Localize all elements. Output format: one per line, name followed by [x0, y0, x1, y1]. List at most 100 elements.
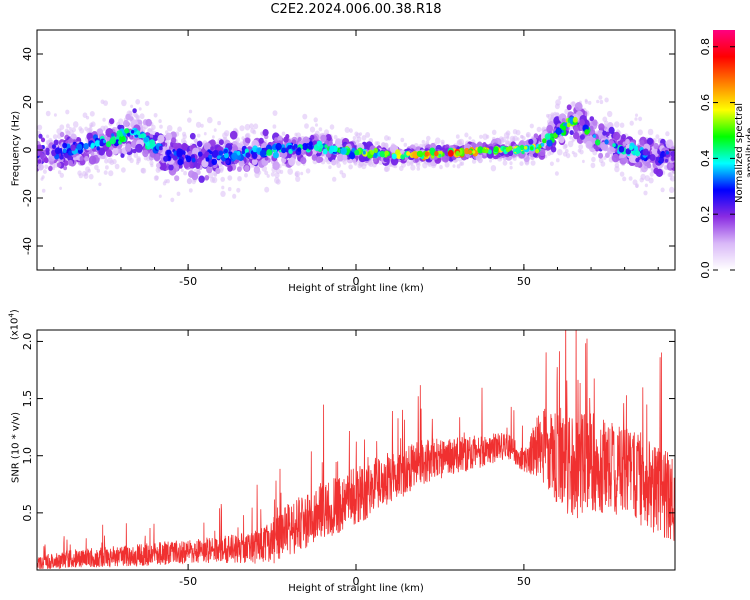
- spectrogram-cell: [197, 141, 203, 147]
- spectrogram-cell: [335, 138, 342, 147]
- spectrogram-cell: [52, 134, 58, 140]
- spectrogram-cell: [557, 149, 563, 156]
- spectrogram-cell: [168, 164, 174, 171]
- spectrogram-cell: [117, 124, 122, 130]
- spectrogram-cell: [539, 148, 546, 157]
- spectrogram-cell: [251, 152, 258, 159]
- spectrogram-cell: [562, 144, 567, 150]
- spectrogram-cell: [487, 149, 492, 155]
- spectrogram-cell: [612, 143, 616, 148]
- spectrogram-cell: [130, 104, 134, 109]
- spectrogram-cell: [231, 152, 238, 160]
- spectrogram-cell: [85, 115, 90, 120]
- spectrogram-cell: [191, 172, 199, 181]
- spectrogram-cell: [598, 152, 604, 159]
- spectrogram-cell: [275, 142, 282, 151]
- spectrogram-cell: [129, 116, 134, 122]
- spectrogram-cell: [195, 121, 202, 128]
- spectrogram-cell: [340, 147, 347, 155]
- spectrogram-cell: [274, 137, 279, 143]
- spectrogram-cell: [622, 176, 627, 182]
- spectrogram-cell: [605, 131, 610, 137]
- spectrogram-cell: [592, 134, 597, 139]
- spectrogram-cell: [502, 160, 508, 166]
- spectrogram-cell: [88, 127, 93, 133]
- spectrogram-cell: [159, 124, 163, 129]
- snr-ytick-label: 1.5: [21, 390, 34, 408]
- spectrogram-cell: [156, 162, 161, 169]
- spectrogram-cell: [237, 176, 242, 182]
- spectrogram-cell: [519, 161, 524, 167]
- spectrogram-cell: [352, 136, 357, 140]
- spectrogram-cell: [212, 135, 215, 139]
- spectrogram-ytick-label: -20: [21, 189, 34, 207]
- spectrogram-cell: [425, 140, 430, 145]
- spectrogram-cell: [584, 129, 590, 135]
- spectrogram-cell: [157, 134, 165, 143]
- spectrogram-xtick-label: 50: [517, 275, 531, 288]
- spectrogram-cell: [59, 172, 64, 178]
- spectrogram-cell: [318, 127, 323, 132]
- spectrogram-cell: [38, 133, 43, 139]
- spectrogram-cell: [90, 151, 95, 157]
- spectrogram-cell: [140, 133, 144, 138]
- spectrogram-cell: [71, 127, 77, 133]
- spectrogram-cell: [447, 149, 454, 157]
- spectrogram-cell: [281, 147, 287, 154]
- spectrogram-cell: [300, 157, 307, 165]
- spectrogram-cell: [467, 149, 473, 155]
- spectrogram-cell: [211, 158, 218, 165]
- spectrogram-cell: [604, 139, 609, 145]
- spectrogram-cell: [147, 128, 152, 133]
- spectrogram-cell: [665, 139, 674, 149]
- spectrogram-cell: [596, 99, 600, 104]
- spectrogram-cell: [426, 135, 431, 141]
- spectrogram-cell: [592, 119, 598, 126]
- spectrogram-cell: [549, 161, 554, 167]
- spectrogram-cell: [383, 142, 389, 149]
- spectrogram-cell: [258, 137, 264, 144]
- spectrogram-cell: [505, 146, 511, 153]
- spectrogram-cell: [163, 155, 169, 162]
- spectrogram-cell: [177, 126, 183, 132]
- spectrogram-cell: [519, 134, 524, 139]
- spectrogram-cell: [206, 165, 213, 174]
- spectrogram-cell: [218, 139, 224, 146]
- spectrogram-cell: [637, 129, 643, 136]
- spectrogram-cell: [212, 149, 219, 157]
- spectrogram-cell: [579, 119, 585, 126]
- spectrogram-cell: [237, 166, 242, 172]
- spectrogram-cell: [264, 170, 269, 176]
- snr-xtick-label: 50: [517, 575, 531, 588]
- spectrogram-cell: [572, 116, 578, 123]
- spectrogram-cell: [665, 131, 670, 137]
- spectrogram-cell: [515, 147, 522, 154]
- spectrogram-cell: [96, 146, 100, 151]
- spectrogram-cell: [53, 113, 57, 117]
- spectrogram-cell: [591, 156, 596, 163]
- spectrogram-cell: [287, 145, 291, 150]
- spectrogram-cell: [266, 174, 270, 178]
- spectrogram-cell: [588, 100, 592, 105]
- spectrogram-cell: [220, 176, 225, 182]
- spectrogram-cell: [260, 131, 264, 136]
- spectrogram-cell: [328, 140, 333, 146]
- spectrogram-cell: [529, 123, 534, 129]
- spectrogram-cell: [387, 136, 391, 141]
- spectrogram-cell: [505, 130, 511, 136]
- spectrogram-cell: [211, 176, 218, 184]
- spectrogram-cell: [573, 152, 578, 158]
- spectrogram-cell: [140, 167, 145, 174]
- spectrogram-cell: [195, 163, 201, 169]
- spectrogram-cell: [123, 132, 127, 137]
- spectrogram-cell: [331, 159, 337, 166]
- snr-xtick-label: 0: [353, 575, 360, 588]
- spectrogram-cell: [574, 102, 583, 111]
- spectrogram-cell: [659, 152, 665, 159]
- spectrogram-cell: [339, 170, 344, 175]
- spectrogram-cell: [127, 132, 131, 137]
- spectrogram-cell: [227, 187, 232, 192]
- spectrogram-cell: [598, 95, 603, 100]
- spectrogram-cell: [272, 151, 279, 159]
